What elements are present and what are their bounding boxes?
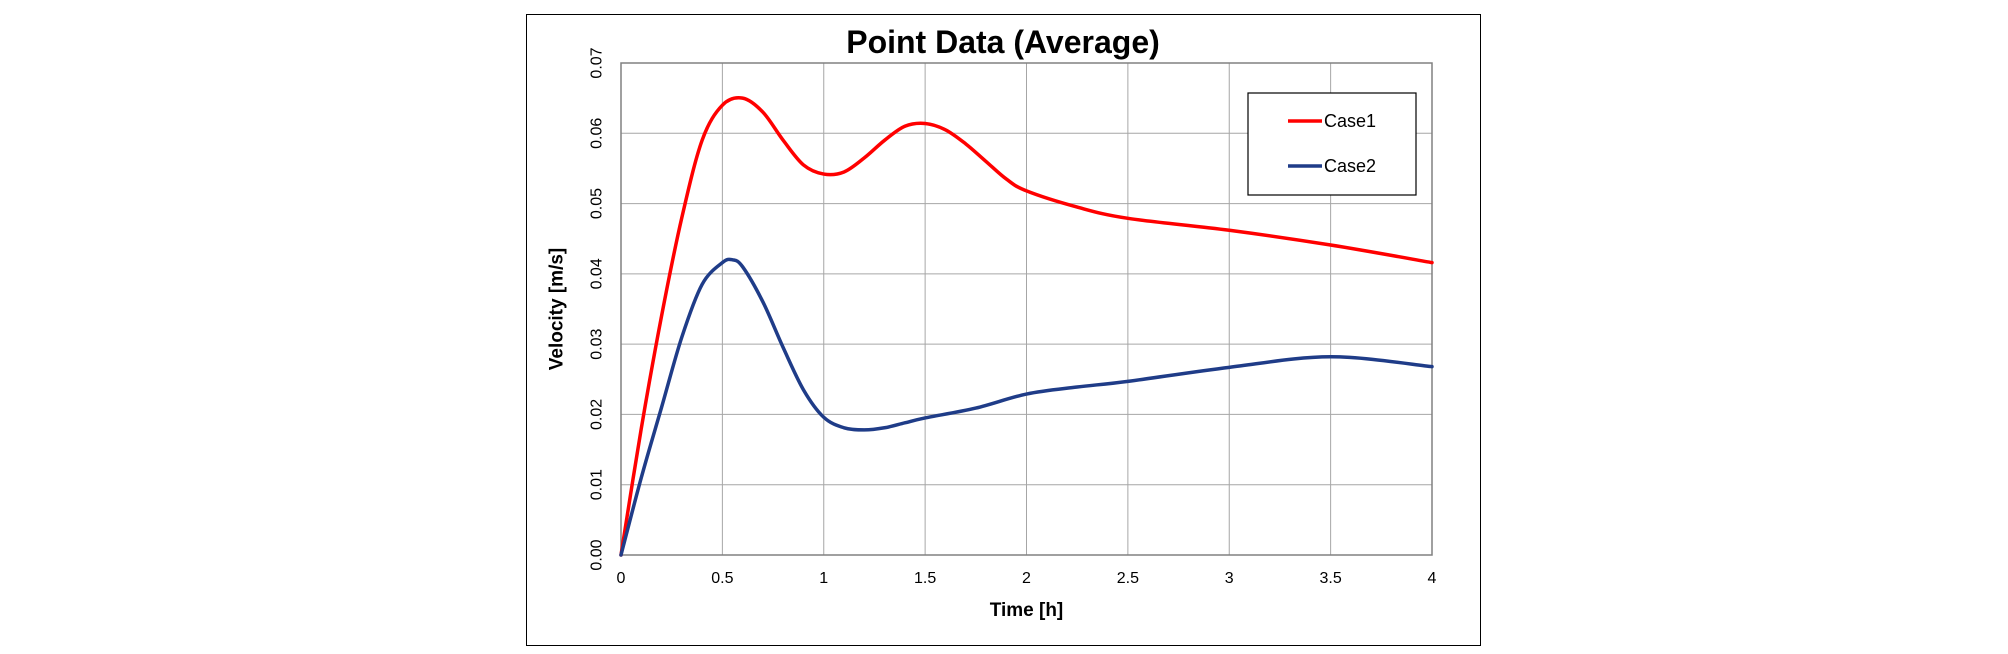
x-axis-title: Time [h] — [990, 600, 1064, 621]
y-tick-label: 0.03 — [589, 328, 606, 359]
legend: Case1 Case2 — [1247, 92, 1417, 196]
x-tick-label: 1.5 — [914, 570, 936, 587]
y-axis-title: Velocity [m/s] — [547, 248, 568, 371]
series-line-case2 — [619, 257, 1434, 557]
y-tick-label: 0.01 — [589, 469, 606, 500]
x-tick-label: 2 — [1022, 570, 1031, 587]
legend-box — [1247, 92, 1417, 196]
x-tick-label: 3 — [1225, 570, 1234, 587]
y-tick-label: 0.00 — [589, 539, 606, 570]
chart-frame: Point Data (Average) 0 0.5 1 1.5 2 2.5 3 3.5 4 0.… — [526, 14, 1481, 646]
axis-ticks: 0 0.5 1 1.5 2 2.5 3 3.5 4 0.00 0.01 0.02 0.03 0.04 0.0… — [589, 47, 1437, 587]
chart-title: Point Data (Average) — [846, 24, 1160, 60]
x-tick-label: 1 — [819, 570, 828, 587]
legend-label-case1: Case1 — [1324, 111, 1376, 131]
x-tick-label: 0.5 — [711, 570, 733, 587]
legend-label-case2: Case2 — [1324, 156, 1376, 176]
x-tick-label: 0 — [617, 570, 626, 587]
x-tick-label: 4 — [1428, 570, 1437, 587]
x-tick-label: 2.5 — [1117, 570, 1139, 587]
x-tick-label: 3.5 — [1320, 570, 1342, 587]
y-tick-label: 0.02 — [589, 399, 606, 430]
series-lines — [619, 96, 1434, 557]
y-tick-label: 0.06 — [589, 118, 606, 149]
y-tick-label: 0.04 — [589, 258, 606, 289]
y-tick-label: 0.07 — [589, 47, 606, 78]
series-line-case1 — [619, 96, 1434, 557]
line-chart: Point Data (Average) 0 0.5 1 1.5 2 2.5 3 3.5 4 0.… — [547, 24, 1437, 621]
plot-area-border — [620, 62, 1433, 556]
y-tick-label: 0.05 — [589, 188, 606, 219]
